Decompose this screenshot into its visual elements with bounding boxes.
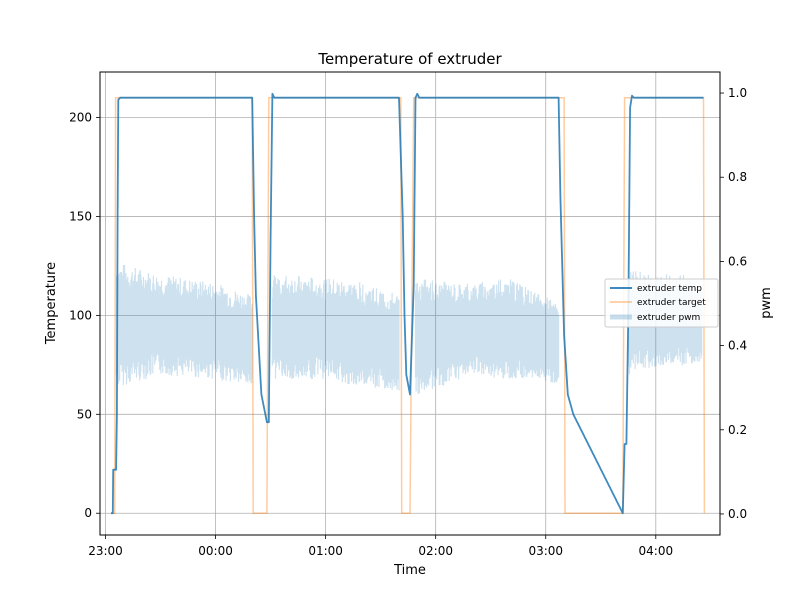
y2-tick-label: 1.0: [728, 86, 747, 100]
y-axis-label: Temperature: [44, 262, 59, 345]
legend-target-label: extruder target: [637, 298, 706, 308]
pwm-band-segment: [271, 275, 400, 391]
x-tick-label: 02:00: [418, 544, 453, 558]
temp-series-layer: [111, 92, 704, 515]
x-tick-label: 03:00: [528, 544, 563, 558]
y-tick-label: 200: [69, 111, 92, 125]
y-tick-label: 150: [69, 209, 92, 223]
legend-temp-label: extruder temp: [637, 284, 702, 294]
x-axis-label: Time: [393, 563, 426, 578]
y2-tick-label: 0.0: [728, 507, 747, 521]
y2-tick-label: 0.8: [728, 170, 747, 184]
y2-axis-label: pwm: [759, 287, 774, 319]
x-tick-label: 00:00: [198, 544, 233, 558]
legend-box: [604, 278, 719, 328]
y-tick-label: 0: [84, 506, 92, 520]
pwm-band-segment: [414, 279, 560, 394]
legend: extruder temp extruder target extruder p…: [604, 278, 719, 328]
x-tick-label: 04:00: [639, 544, 674, 558]
temp-line: [111, 92, 704, 515]
y2-tick-label: 0.4: [728, 339, 747, 353]
y2-tick-label: 0.2: [728, 423, 747, 437]
y-tick-label: 100: [69, 308, 92, 322]
pwm-band-segment: [115, 264, 253, 385]
y-tick-label: 50: [77, 407, 92, 421]
y2-tick-label: 0.6: [728, 254, 747, 268]
x-tick-label: 01:00: [308, 544, 343, 558]
tick-marks: 23:00 00:00 01:00 02:00 03:00 04:00 0 50 100 150 2…: [69, 86, 747, 558]
x-tick-label: 23:00: [88, 544, 123, 558]
chart-title: Temperature of extruder: [317, 50, 502, 68]
plot-frame: [99, 71, 721, 536]
legend-pwm-label: extruder pwm: [637, 313, 700, 323]
